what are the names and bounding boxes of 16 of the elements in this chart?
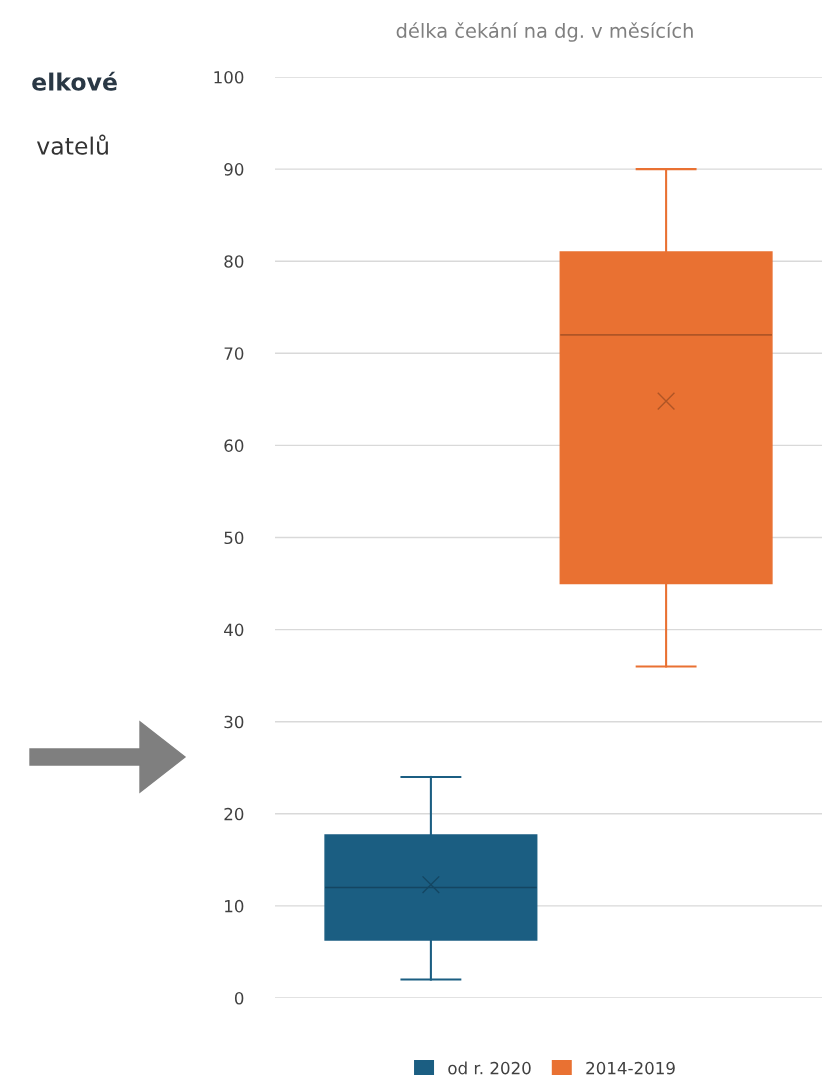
y-tick-label: 100 (214, 70, 244, 84)
y-tick-label: 90 (224, 163, 244, 176)
chart-title: délka čekání na dg. v měsících (396, 22, 693, 42)
legend-label: 2014-2019 (586, 1061, 675, 1075)
y-tick-label: 10 (225, 899, 244, 913)
text: vatelů (36, 134, 108, 155)
legend-label: od r. 2020 (448, 1061, 531, 1075)
y-tick-label: 0 (234, 991, 244, 1005)
y-tick-label: 50 (224, 531, 244, 545)
text: elkové (32, 71, 117, 91)
y-tick-label: 60 (224, 439, 244, 452)
y-tick-label: 30 (224, 715, 244, 729)
y-tick-label: 80 (224, 255, 244, 268)
y-tick-label: 40 (224, 623, 244, 637)
y-tick-label: 70 (224, 347, 244, 360)
y-tick-label: 20 (224, 807, 244, 821)
